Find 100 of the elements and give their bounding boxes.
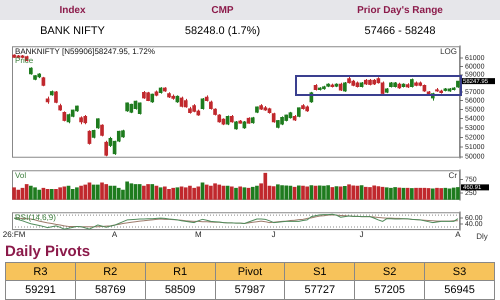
bar — [288, 186, 292, 200]
candlestick — [83, 114, 88, 125]
bar — [292, 186, 296, 200]
data-label: 57727 — [284, 280, 355, 300]
bar — [116, 188, 121, 200]
category-label: Prior Day's Range — [300, 0, 500, 20]
bar — [250, 186, 255, 200]
bar — [33, 187, 37, 200]
bar — [96, 184, 100, 200]
bar — [88, 182, 92, 200]
category-label: R2 — [75, 262, 146, 280]
candlestick — [200, 97, 204, 110]
bar — [129, 183, 134, 200]
bar — [46, 188, 50, 200]
bar — [112, 186, 116, 200]
bar — [75, 187, 79, 200]
bar — [272, 186, 276, 200]
bar — [384, 187, 389, 200]
candlestick — [272, 112, 276, 124]
bar — [12, 187, 16, 200]
candlestick — [96, 118, 100, 130]
bar — [125, 181, 129, 200]
bar — [213, 183, 217, 200]
candlestick — [54, 90, 58, 104]
candlestick — [150, 93, 154, 104]
bar — [393, 187, 397, 200]
bar — [230, 186, 234, 200]
bar — [430, 188, 435, 200]
bar — [263, 172, 268, 200]
x-tick-label: 26:FM — [2, 230, 26, 240]
bar — [134, 184, 138, 200]
bar — [364, 186, 368, 200]
candlestick — [42, 76, 46, 87]
bar — [426, 188, 430, 200]
bar — [334, 186, 338, 200]
bar — [414, 188, 418, 200]
bar — [70, 188, 75, 200]
category-label: S2 — [354, 262, 425, 280]
bar — [150, 184, 154, 200]
bar — [16, 190, 20, 200]
bar — [439, 188, 443, 200]
bar — [29, 186, 33, 200]
annotation: Cr — [448, 171, 458, 180]
category-label: S1 — [284, 262, 355, 280]
x-tick-label: J — [360, 230, 364, 240]
bar — [310, 185, 314, 200]
bar — [305, 186, 310, 200]
bar — [58, 187, 62, 200]
bar — [158, 187, 162, 200]
text: 57466 - 58248 — [364, 25, 436, 37]
bar — [314, 186, 318, 200]
bar — [406, 188, 410, 200]
bar — [326, 185, 330, 200]
candlestick — [100, 124, 104, 137]
bar — [142, 186, 146, 200]
bar — [188, 186, 192, 200]
bar — [54, 188, 58, 200]
candlestick — [88, 130, 92, 146]
bar — [62, 186, 66, 200]
bar — [162, 186, 167, 200]
category-label: R3 — [6, 262, 76, 280]
bar — [296, 185, 301, 200]
data-label: 56945 — [424, 280, 494, 300]
candlestick — [104, 140, 108, 157]
bar — [435, 188, 439, 200]
y-axis-title: Price — [15, 56, 34, 66]
bar — [238, 186, 242, 200]
bar — [24, 184, 28, 200]
bar — [318, 185, 322, 200]
bar — [92, 184, 96, 200]
data-label: 59291 — [6, 280, 76, 300]
bar — [422, 188, 426, 200]
bar — [356, 186, 360, 200]
bar — [222, 186, 226, 200]
bar — [444, 188, 448, 200]
bar — [448, 188, 452, 200]
data-label: 58769 — [75, 280, 146, 300]
bar — [372, 185, 376, 200]
bar — [456, 187, 460, 200]
bar — [108, 186, 112, 200]
bar — [301, 186, 305, 200]
bar — [380, 186, 384, 200]
bar — [360, 185, 364, 200]
bar — [376, 186, 380, 200]
category-label: CMP — [145, 0, 300, 20]
bar — [104, 184, 108, 200]
candlestick — [62, 110, 66, 122]
bar — [138, 184, 142, 200]
bar — [196, 186, 200, 200]
candlestick — [66, 113, 70, 124]
bar — [347, 184, 351, 200]
bar — [66, 186, 70, 200]
bar — [351, 185, 356, 200]
candlestick — [226, 114, 230, 126]
bar — [276, 184, 280, 200]
bar — [368, 187, 372, 200]
bar — [79, 186, 83, 200]
bar — [37, 190, 42, 200]
bar — [42, 188, 46, 200]
bar — [255, 186, 259, 200]
